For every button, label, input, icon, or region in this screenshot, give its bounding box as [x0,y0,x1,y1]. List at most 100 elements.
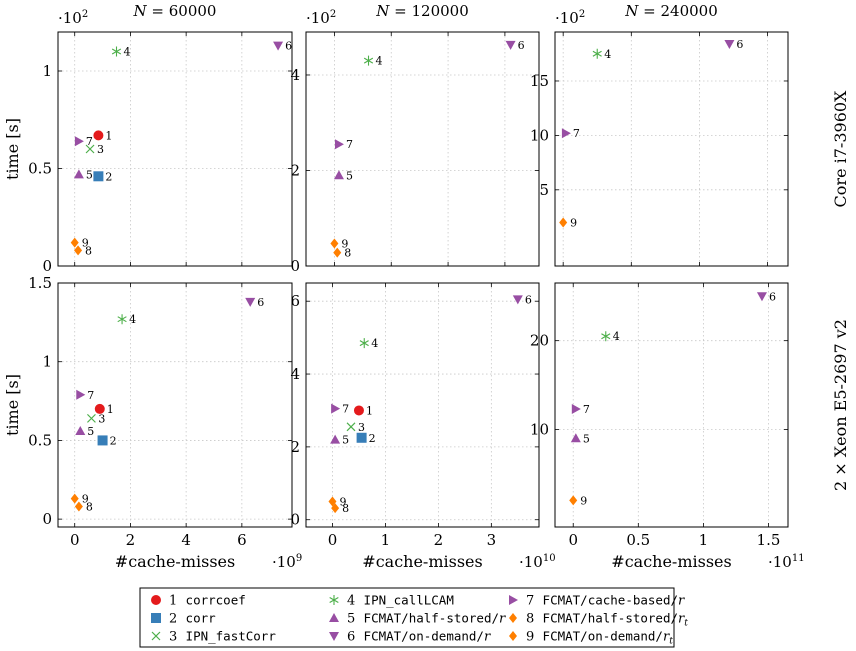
legend-number: 2 [169,612,181,627]
point-label: 2 [369,432,376,445]
point-label: 1 [366,404,373,417]
panel-title: N = 120000 [375,2,469,20]
x-tick-label: 4 [181,531,191,549]
y-scale-factor-base: ·10 [555,9,579,27]
legend-number: 1 [169,594,181,609]
point-series-7 [331,403,341,414]
plot-frame [554,31,789,267]
legend-entry-1: 1 corrcoef [169,593,246,609]
point-series-1 [94,403,105,414]
point-label: 6 [525,293,532,306]
point-label: 9 [341,238,348,251]
point-series-6 [245,297,256,307]
legend-entry-4: 4 IPN_callLCAM [347,593,454,609]
y-tick-label: 10 [530,126,549,144]
point-label: 2 [110,434,117,447]
point-series-5 [330,434,341,444]
y-tick-label: 15 [530,72,549,90]
plot-frame [57,282,293,528]
legend-number: 3 [169,630,181,645]
point-series-8 [74,245,83,256]
legend-name: FCMAT/half-stored/ [364,611,499,626]
y-scale-factor-base: ·10 [58,9,82,27]
legend-marker-series-1 [151,595,161,605]
x-scale-factor: ·1010 [519,553,556,571]
legend-name: FCMAT/on-demand/ [364,629,484,644]
point-label: 5 [583,432,590,445]
point-series-9 [328,496,337,507]
plot-frame [57,31,293,267]
point-label: 6 [518,39,525,52]
panel-r1-c2: 0 0.5 1 1.5 10 20 ·1011 #cache-misses 4 5 6 7 9 [530,282,805,571]
x-tick-label: 1 [699,531,709,549]
point-label: 8 [342,502,349,515]
point-series-4 [592,48,602,59]
legend: 1 corrcoef 2 corr 3 IPN_fastCorr 4 IPN_call… [139,587,688,648]
point-label: 7 [86,135,93,148]
legend-number: 5 [347,612,359,627]
y-tick-label: 0.5 [28,160,52,178]
x-tick-label: 1 [381,531,391,549]
legend-entry-8: 8 FCMAT/half-stored/rt [526,611,688,629]
point-series-7 [76,389,86,400]
x-scale-factor-exp: 10 [543,553,556,564]
point-series-8 [333,247,342,258]
y-tick-label: 1.5 [28,274,52,292]
point-series-3 [87,413,96,423]
y-tick-label: 0 [42,510,52,528]
x-scale-factor-base: ·10 [768,553,792,571]
point-label: 5 [342,434,349,447]
y-scale-factor-base: ·10 [306,9,330,27]
panel-title-var: N [624,2,639,20]
point-series-3 [346,422,356,432]
panel-title-value: = 120000 [389,2,468,20]
point-label: 6 [736,38,743,51]
y-tick-label: 20 [530,332,549,350]
point-label: 8 [85,244,92,257]
y-tick-label: 0 [290,257,300,275]
point-series-9 [70,237,79,248]
legend-name: IPN_fastCorr [186,629,277,644]
legend-name: FCMAT/cache-based/ [543,593,678,608]
point-series-4 [363,55,374,66]
x-axis-label: #cache-misses [115,552,235,571]
point-label: 9 [82,493,89,506]
point-series-5 [73,169,84,179]
point-series-7 [561,128,571,139]
legend-name: FCMAT/half-stored/ [543,611,678,626]
x-tick-label: 0 [568,531,578,549]
point-label: 6 [257,296,264,309]
row-label: 2 × Xeon E5-2697 v2 [831,319,850,491]
legend-var: r [499,612,506,627]
x-tick-label: 3 [487,531,497,549]
point-series-9 [70,493,79,504]
point-label: 4 [613,330,620,343]
x-tick-label: 1.5 [757,531,781,549]
panel-title: N = 240000 [624,2,718,20]
point-label: 5 [87,425,94,438]
point-series-3 [85,144,95,154]
legend-entry-2: 2 corr [169,611,216,627]
point-label: 4 [129,313,136,326]
point-series-8 [74,501,83,512]
y-axis-label: time [s] [3,118,22,180]
point-label: 5 [86,168,93,181]
legend-subscript: t [669,637,673,647]
point-series-4 [111,46,122,57]
y-scale-factor: ·102 [306,9,336,27]
point-series-9 [569,495,578,506]
point-series-7 [334,139,344,150]
legend-marker-series-4 [329,595,339,605]
legend-entry-7: 7 FCMAT/cache-based/r [526,593,685,609]
legend-marker-series-2 [151,613,161,623]
point-series-5 [75,425,86,435]
y-tick-label: 1 [42,62,52,80]
x-axis-label: #cache-misses [362,552,482,571]
x-scale-factor-exp: 11 [792,553,805,564]
legend-entry-3: 3 IPN_fastCorr [169,629,276,645]
legend-var: r [678,612,685,627]
x-scale-factor: ·1011 [768,553,805,571]
legend-marker-series-9 [509,631,517,641]
